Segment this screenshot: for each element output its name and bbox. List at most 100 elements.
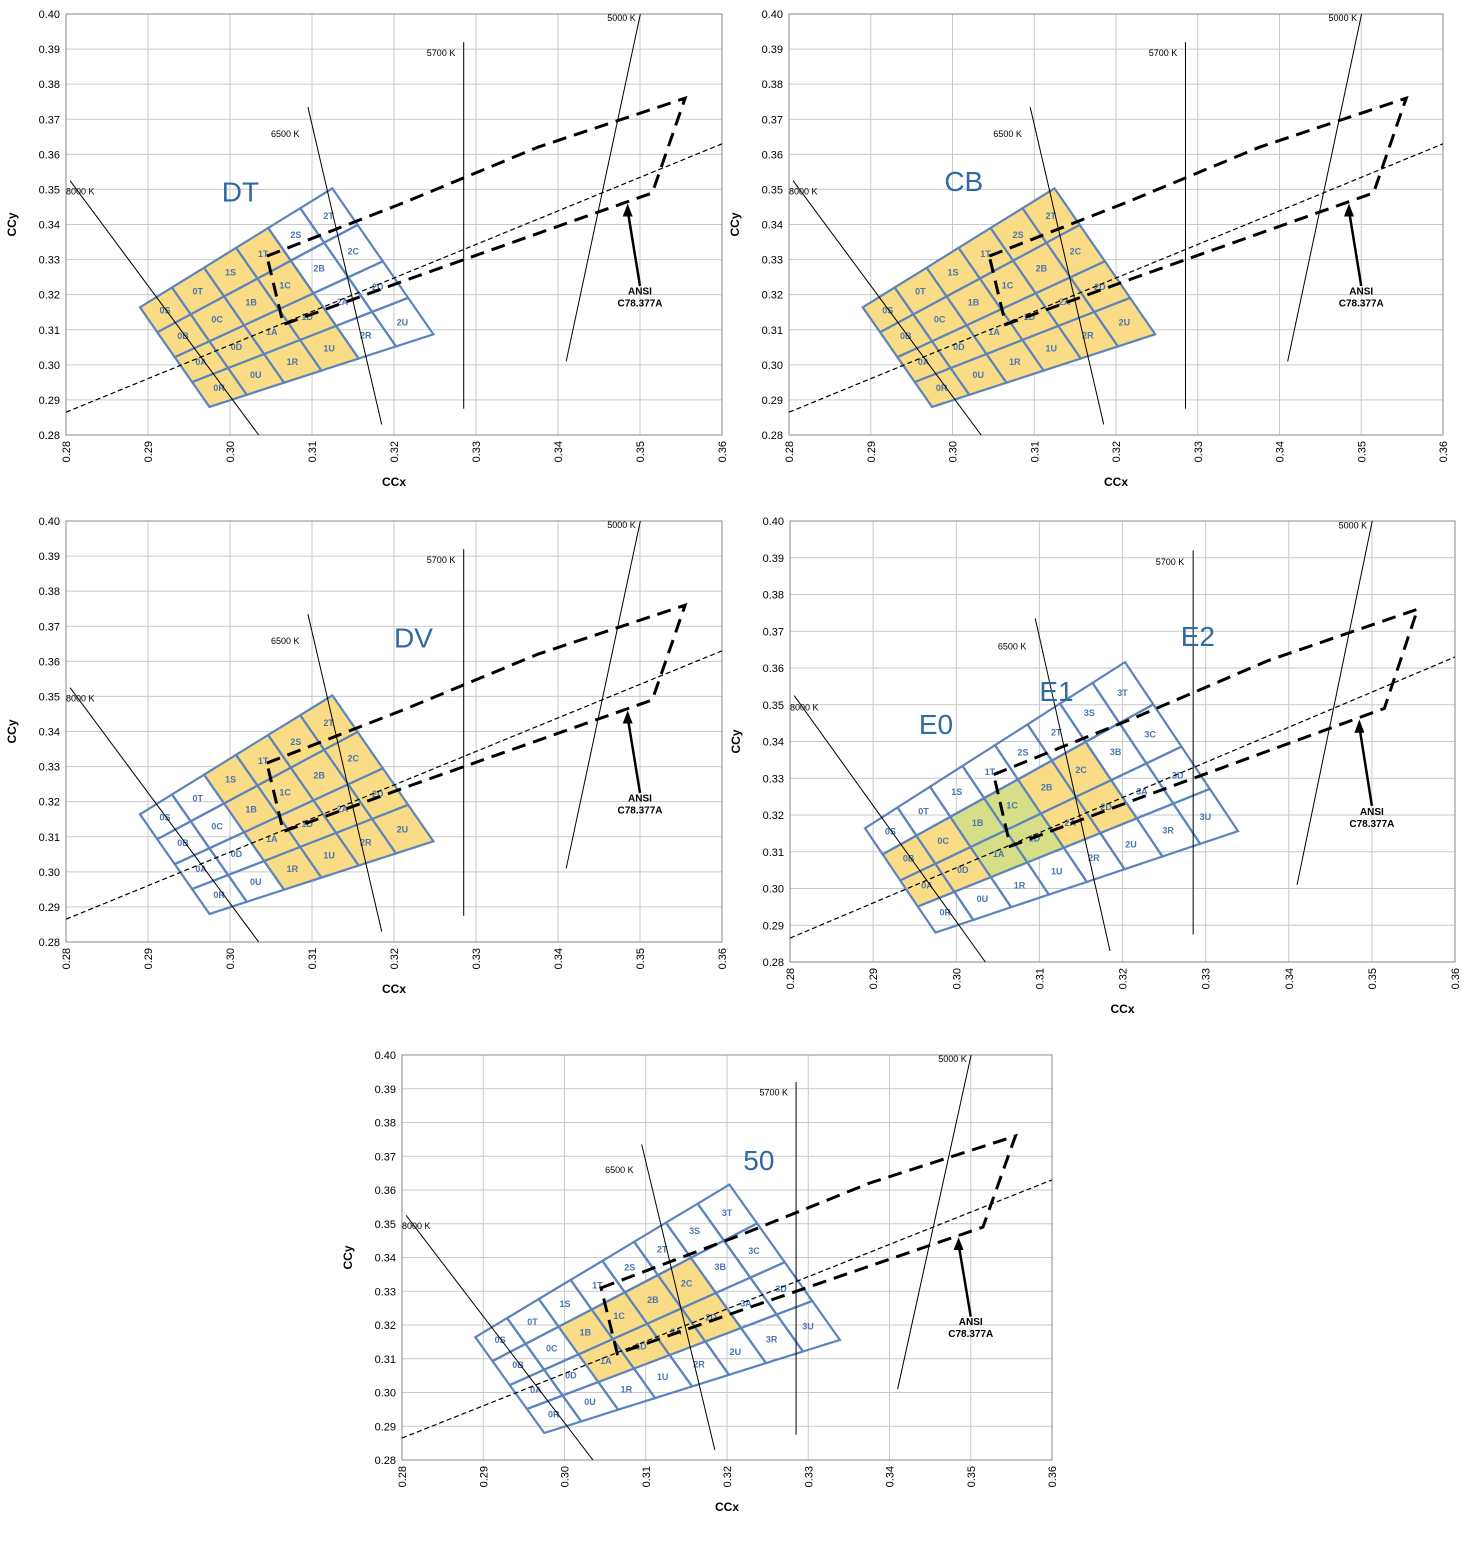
bin-3T — [696, 1183, 759, 1243]
x-tick-label: 0.32 — [1118, 968, 1130, 989]
bin-label-0B: 0B — [177, 838, 189, 848]
bin-label-1T: 1T — [258, 756, 269, 766]
bin-label-0R: 0R — [213, 383, 225, 393]
cct-isotherm — [69, 180, 260, 435]
bin-label-1S: 1S — [225, 268, 236, 278]
bin-label-0C: 0C — [211, 821, 223, 831]
y-tick-label: 0.32 — [39, 290, 60, 302]
x-tick-label: 0.31 — [641, 1466, 653, 1487]
bin-label-3B: 3B — [1110, 747, 1122, 757]
bin-label-2C: 2C — [1075, 765, 1087, 775]
bin-labels: 0R0A0B0S0U0D0C0T1R1A1B1S1U1D1C1T2R2A2B2S… — [885, 688, 1211, 918]
y-tick-label: 0.31 — [763, 847, 784, 859]
bin-label-1R: 1R — [1014, 880, 1026, 890]
bin-label-1C: 1C — [1002, 280, 1014, 290]
y-axis-title: CCy — [5, 212, 19, 236]
bin-label-0B: 0B — [512, 1360, 524, 1370]
bin-label-2R: 2R — [1088, 853, 1100, 863]
y-tick-label: 0.30 — [763, 884, 784, 896]
ansi-label-standard: C78.377A — [617, 299, 662, 310]
bin-label-2R: 2R — [360, 838, 372, 848]
y-tick-label: 0.34 — [763, 737, 784, 749]
y-tick-label: 0.29 — [39, 902, 60, 914]
ansi-label-standard: C78.377A — [1339, 299, 1384, 310]
x-tick-label: 0.28 — [784, 441, 796, 462]
ansi-label: ANSI — [628, 794, 652, 805]
cct-label: 6500 K — [271, 636, 300, 646]
cct-isotherm — [1034, 618, 1111, 952]
cct-isotherm — [1296, 521, 1373, 885]
y-tick-label: 0.36 — [39, 656, 60, 668]
x-tick-label: 0.36 — [1438, 441, 1450, 462]
y-tick-label: 0.39 — [39, 551, 60, 563]
axis-ticks: 0.28 0.29 0.30 0.31 0.32 0.33 0.34 0.35 0.36 0.37… — [763, 516, 1462, 989]
x-axis-title: CCx — [382, 982, 406, 996]
bin-label-3S: 3S — [689, 1226, 700, 1236]
bin-label-1U: 1U — [1046, 344, 1058, 354]
bin-label-2B: 2B — [1036, 263, 1048, 273]
cct-label: 5700 K — [1149, 48, 1178, 58]
x-tick-label: 0.29 — [143, 948, 155, 969]
y-axis-title: CCy — [341, 1245, 355, 1269]
bin-label-3U: 3U — [1200, 812, 1212, 822]
x-tick-label: 0.31 — [307, 441, 319, 462]
cct-label: 5700 K — [760, 1088, 789, 1098]
ansi-arrow — [626, 210, 642, 287]
x-tick-label: 0.35 — [635, 441, 647, 462]
y-tick-label: 0.39 — [763, 553, 784, 565]
x-tick-label: 0.28 — [785, 968, 797, 989]
y-tick-label: 0.32 — [39, 797, 60, 809]
ansi-outline — [991, 606, 1420, 849]
bin-label-1B: 1B — [245, 297, 257, 307]
bin-label-1A: 1A — [600, 1356, 612, 1366]
plot-frame — [789, 520, 1456, 963]
y-tick-label: 0.34 — [39, 220, 60, 232]
ansi-label: ANSI — [1349, 287, 1373, 298]
bin-label-0U: 0U — [250, 877, 262, 887]
bin-label-1R: 1R — [287, 357, 299, 367]
planckian-locus — [790, 656, 1455, 939]
x-tick-label: 0.29 — [868, 968, 880, 989]
ansi-outline — [599, 1133, 1018, 1356]
bin-label-0C: 0C — [211, 314, 223, 324]
bin-label-0D: 0D — [231, 342, 243, 352]
bin-label-1U: 1U — [323, 851, 335, 861]
y-tick-label: 0.35 — [39, 691, 60, 703]
bin-label-2B: 2B — [313, 263, 325, 273]
y-tick-label: 0.38 — [39, 79, 60, 91]
y-tick-label: 0.33 — [39, 762, 60, 774]
bin-label-2T: 2T — [1051, 728, 1062, 738]
bin-group-label: DT — [222, 177, 259, 208]
ansi-label: ANSI — [628, 287, 652, 298]
bin-label-3A: 3A — [740, 1298, 752, 1308]
bin-label-0C: 0C — [546, 1344, 558, 1354]
y-tick-label: 0.31 — [39, 325, 60, 337]
y-tick-label: 0.36 — [39, 149, 60, 161]
bin-label-3S: 3S — [1084, 708, 1095, 718]
ansi-outline — [265, 95, 688, 327]
y-tick-label: 0.34 — [39, 727, 60, 739]
bin-label-2R: 2R — [1082, 331, 1094, 341]
y-tick-label: 0.28 — [39, 937, 60, 949]
bin-group-label: 50 — [743, 1145, 774, 1176]
x-tick-label: 0.30 — [225, 948, 237, 969]
x-tick-label: 0.34 — [553, 441, 565, 462]
bin-3T — [1090, 660, 1155, 725]
bin-label-2D: 2D — [372, 789, 384, 799]
bin-label-1S: 1S — [947, 268, 958, 278]
x-tick-label: 0.33 — [471, 948, 483, 969]
y-tick-label: 0.34 — [762, 220, 783, 232]
ansi-arrow — [1347, 210, 1363, 287]
bin-grid — [138, 186, 436, 409]
ansi-arrow — [1358, 726, 1374, 807]
cct-label: 5000 K — [1339, 520, 1368, 530]
y-tick-label: 0.39 — [762, 44, 783, 56]
x-axis-title: CCx — [382, 475, 406, 489]
bin-label-3R: 3R — [766, 1334, 778, 1344]
y-axis-title: CCy — [729, 729, 743, 753]
bin-label-1B: 1B — [245, 804, 257, 814]
cct-isotherm — [307, 106, 383, 425]
